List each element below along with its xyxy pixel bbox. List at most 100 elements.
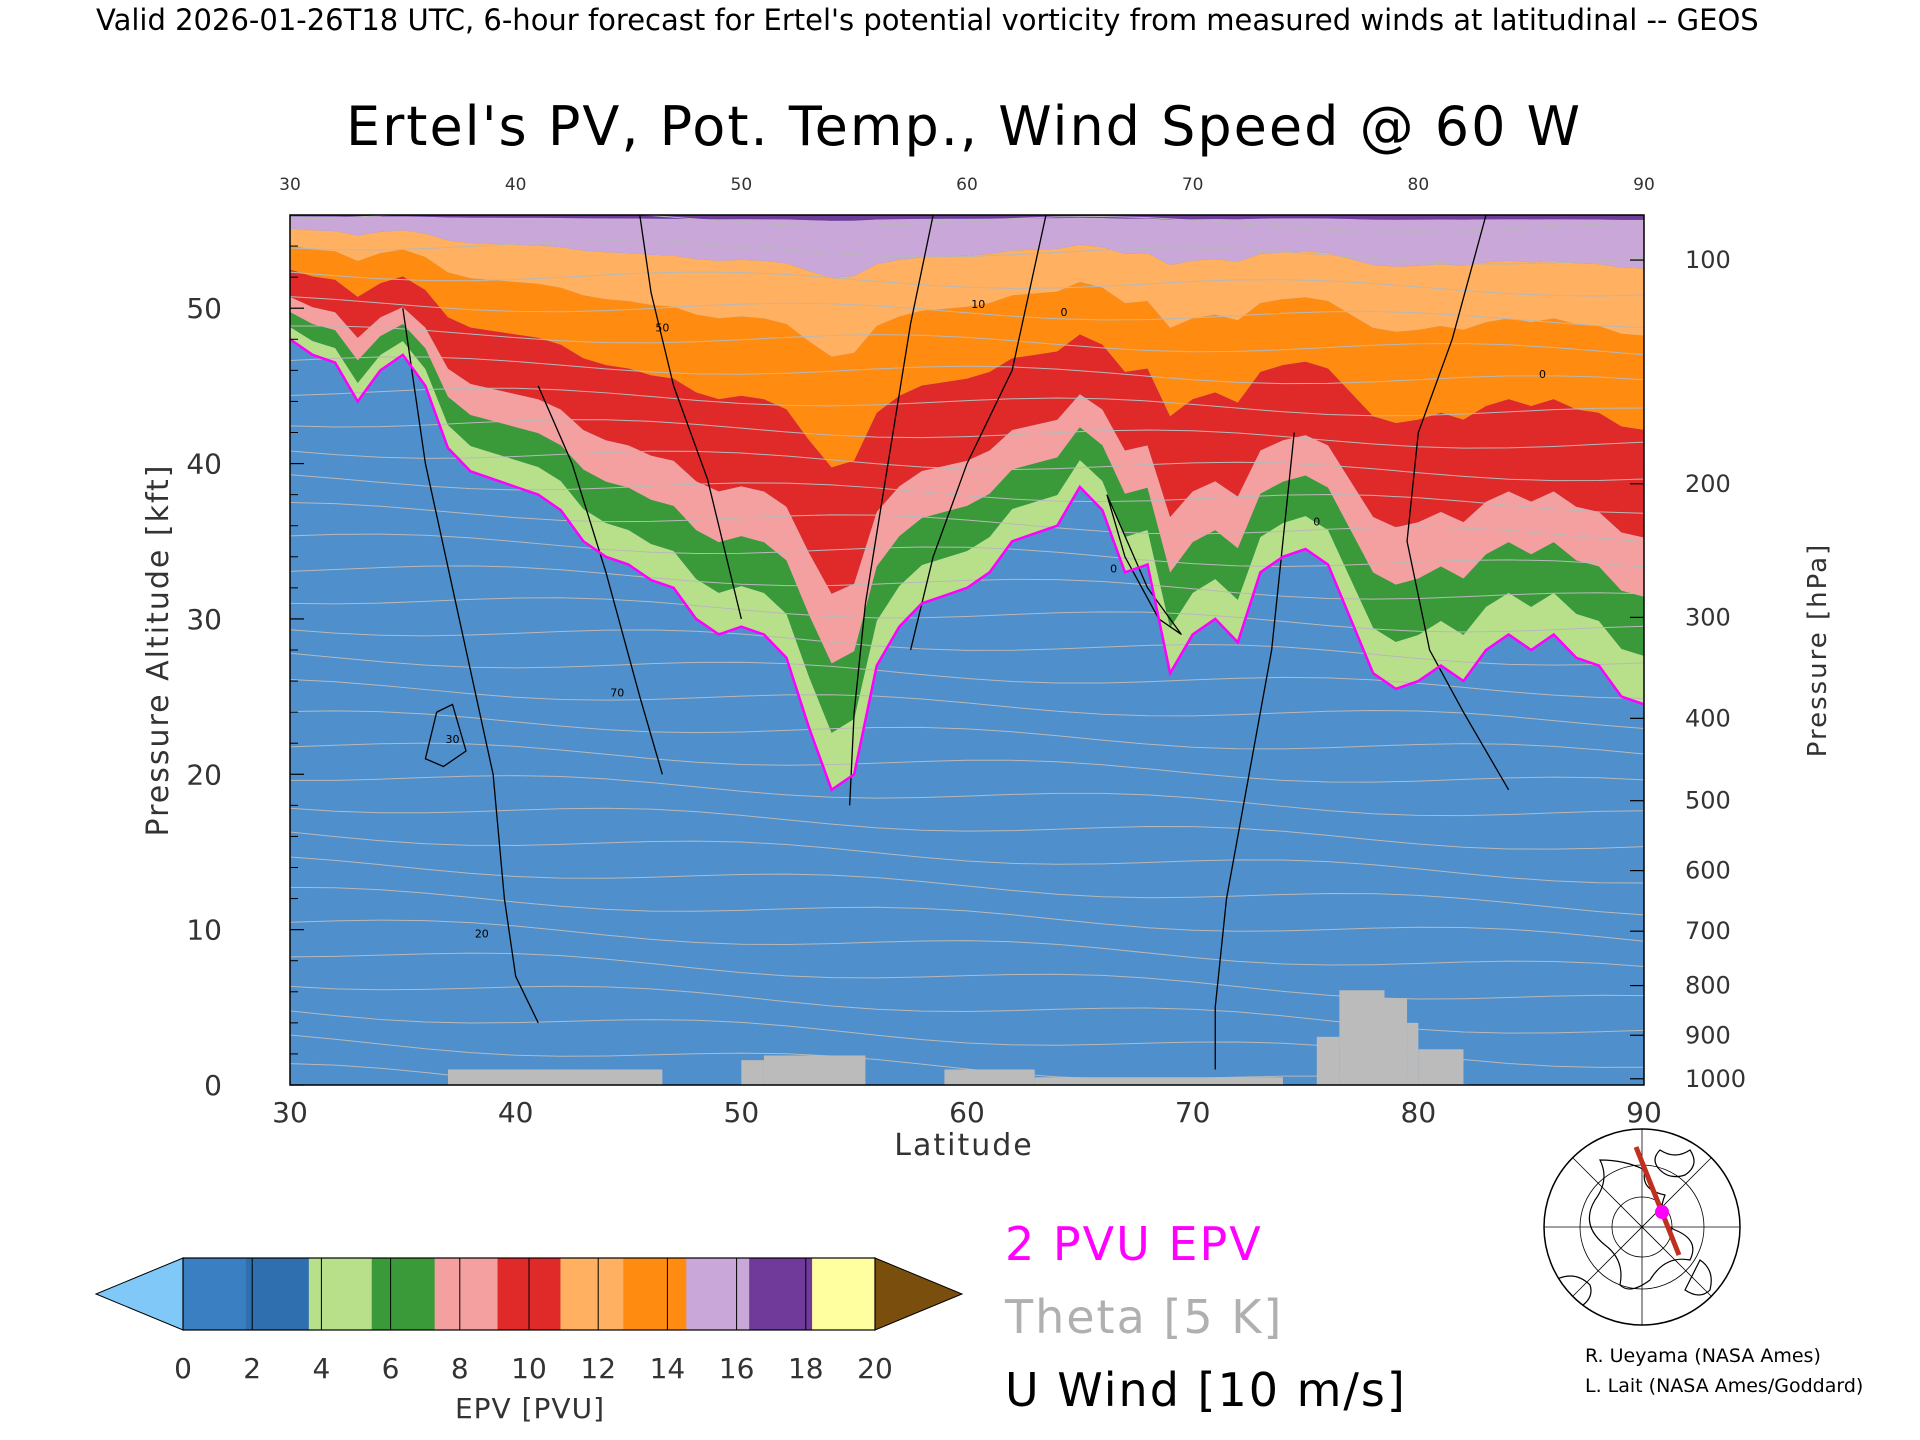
x-tick-label-6: 90 — [1626, 1096, 1662, 1129]
colorbar-segment-1 — [245, 1258, 310, 1330]
colorbar-tick-label-4: 8 — [451, 1352, 469, 1385]
x-axis-label: Latitude — [894, 1128, 1033, 1163]
u-wind-line-3 — [1406, 215, 1510, 791]
epv-band-1 — [290, 311, 1644, 733]
legend-epv: 2 PVU EPV — [1005, 1217, 1263, 1271]
y-right-tick-label-8: 900 — [1685, 1021, 1731, 1049]
theta-line-19 — [290, 502, 1644, 543]
u-wind-line-1 — [849, 215, 934, 806]
colorbar-tick-label-7: 14 — [650, 1352, 686, 1385]
y-right-tick-label-2: 300 — [1685, 603, 1731, 631]
u-wind-line-4 — [402, 308, 539, 1024]
epv-band-6 — [290, 216, 1644, 278]
colorbar-tick-label-10: 20 — [857, 1352, 893, 1385]
theta-line-27 — [290, 271, 1644, 297]
y-left-tick-label-4: 40 — [186, 448, 222, 481]
epv-band-4 — [290, 245, 1644, 468]
legend-wind: U Wind [10 m/s] — [1005, 1363, 1407, 1417]
y-left-tick-label-1: 10 — [186, 914, 222, 947]
u-wind-label-4: 20 — [475, 927, 489, 940]
globe-map-icon — [1543, 1128, 1741, 1326]
colorbar-label: EPV [PVU] — [455, 1392, 605, 1425]
epv-colorbar: 0 2 4 6 8 10 12 14 16 18 20 — [94, 1257, 964, 1385]
colorbar-segment-7 — [623, 1258, 687, 1330]
topography-block-4 — [1034, 1077, 1283, 1085]
topography-block-9 — [1418, 1049, 1464, 1085]
x-top-tick-label-4: 70 — [1182, 175, 1204, 195]
y-minor-ticks — [290, 245, 298, 1055]
y-left-tick-label-2: 20 — [186, 758, 222, 791]
x-tick-label-2: 50 — [724, 1096, 760, 1129]
theta-line-26 — [290, 296, 1644, 329]
theta-line-25 — [290, 325, 1644, 356]
y-left-tick-label-5: 50 — [186, 292, 222, 325]
u-wind-label-5: 30 — [445, 733, 459, 746]
theta-line-23 — [290, 387, 1644, 417]
credit-line-1: R. Ueyama (NASA Ames) — [1585, 1345, 1821, 1367]
theta-line-22 — [290, 419, 1644, 449]
theta-line-13 — [290, 679, 1644, 730]
x-tick-label-3: 60 — [949, 1096, 985, 1129]
colorbar-segment-2 — [308, 1258, 373, 1330]
colorbar-segment-6 — [560, 1258, 624, 1330]
y-right-tick-label-5: 600 — [1685, 857, 1731, 885]
theta-line-18 — [290, 533, 1644, 568]
colorbar-segment-3 — [371, 1258, 436, 1330]
theta-line-11 — [290, 742, 1644, 783]
topography-block-1 — [741, 1060, 764, 1085]
x-top-tick-label-5: 80 — [1408, 175, 1430, 195]
theta-line-15 — [290, 629, 1644, 666]
colorbar-tick-label-3: 6 — [382, 1352, 400, 1385]
y-right-tick-label-9: 1000 — [1685, 1065, 1746, 1093]
y-right-tick-label-7: 800 — [1685, 972, 1731, 1000]
legend-theta: Theta [5 K] — [1004, 1290, 1283, 1344]
colorbar-tick-label-9: 18 — [788, 1352, 824, 1385]
colorbar-tick-label-8: 16 — [719, 1352, 755, 1385]
u-wind-label-3: 0 — [1539, 368, 1546, 381]
epv-band-0 — [290, 326, 1644, 790]
theta-line-24 — [290, 356, 1644, 385]
y-axis-left: 0 10 20 30 40 50 — [186, 292, 304, 1102]
topography-block-2 — [763, 1055, 866, 1085]
x-top-tick-label-6: 90 — [1633, 175, 1655, 195]
theta-line-7 — [290, 856, 1644, 916]
u-wind-label-0: 50 — [655, 322, 669, 335]
x-top-tick-label-3: 60 — [956, 175, 978, 195]
epv-band-5 — [290, 228, 1644, 357]
epv-band-7 — [290, 215, 1644, 221]
colorbar-segment-4 — [434, 1258, 499, 1330]
u-wind-label-2: 0 — [1061, 306, 1068, 319]
colorbar-tick-label-1: 2 — [243, 1352, 261, 1385]
topography-block-5 — [1316, 1036, 1340, 1085]
theta-line-5 — [290, 919, 1644, 967]
plot-area: 50 10 0 0 20 30 70 0 0 — [290, 215, 1644, 1085]
y-right-tick-label-6: 700 — [1685, 917, 1731, 945]
colorbar-segment-9 — [749, 1258, 813, 1330]
u-wind-line-8 — [1106, 494, 1182, 635]
u-wind-line-2 — [909, 215, 1047, 651]
x-top-tick-label-2: 50 — [731, 175, 753, 195]
chart-title: Ertel's PV, Pot. Temp., Wind Speed @ 60 … — [346, 95, 1582, 158]
y-right-tick-label-1: 200 — [1685, 470, 1731, 498]
u-wind-label-7: 0 — [1313, 516, 1320, 529]
u-wind-label-6: 70 — [610, 687, 624, 700]
theta-line-9 — [290, 807, 1644, 850]
theta-line-10 — [290, 775, 1644, 817]
u-wind-contours: 50 10 0 0 20 30 70 0 0 — [402, 215, 1546, 1070]
topography-block-6 — [1339, 990, 1385, 1085]
y-axis-right: 100 200 300 400 500 600 700 800 900 1000 — [1630, 246, 1746, 1093]
x-top-tick-label-1: 40 — [505, 175, 527, 195]
colorbar-tick-label-2: 4 — [312, 1352, 330, 1385]
y-right-tick-label-0: 100 — [1685, 246, 1731, 274]
colorbar-under-arrow — [94, 1257, 184, 1331]
colorbar-tick-label-5: 10 — [511, 1352, 547, 1385]
topography — [447, 990, 1464, 1085]
x-tick-label-5: 80 — [1401, 1096, 1437, 1129]
y-left-tick-label-3: 30 — [186, 603, 222, 636]
colorbar-tick-label-6: 12 — [580, 1352, 616, 1385]
theta-line-6 — [290, 886, 1644, 942]
colorbar-tick-label-0: 0 — [174, 1352, 192, 1385]
u-wind-line-0 — [639, 215, 742, 620]
topography-block-8 — [1407, 1022, 1419, 1085]
